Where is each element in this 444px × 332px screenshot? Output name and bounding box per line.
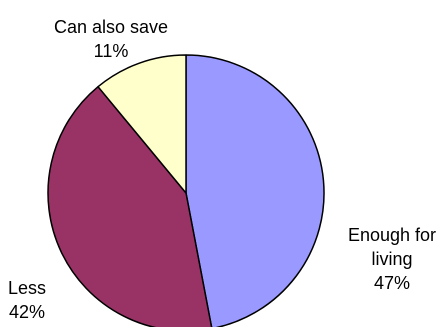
pie-slice-can-also-save — [97, 54, 187, 194]
slice-value-label: 42% — [9, 302, 45, 322]
slice-label-can-also-save: Can also save 11% — [54, 17, 168, 61]
slice-category-label: Can also save — [54, 17, 168, 37]
slice-category-label: Less — [8, 278, 46, 298]
slice-category-label: living — [371, 249, 412, 269]
slice-value-label: 11% — [94, 41, 129, 61]
slice-value-label: 47% — [374, 273, 410, 293]
pie-slice-enough-for-living — [185, 54, 325, 330]
slice-label-enough-for-living: Enough for living 47% — [348, 225, 436, 293]
slice-category-label: Enough for — [348, 225, 436, 245]
slice-label-less: Less 42% — [8, 278, 46, 322]
